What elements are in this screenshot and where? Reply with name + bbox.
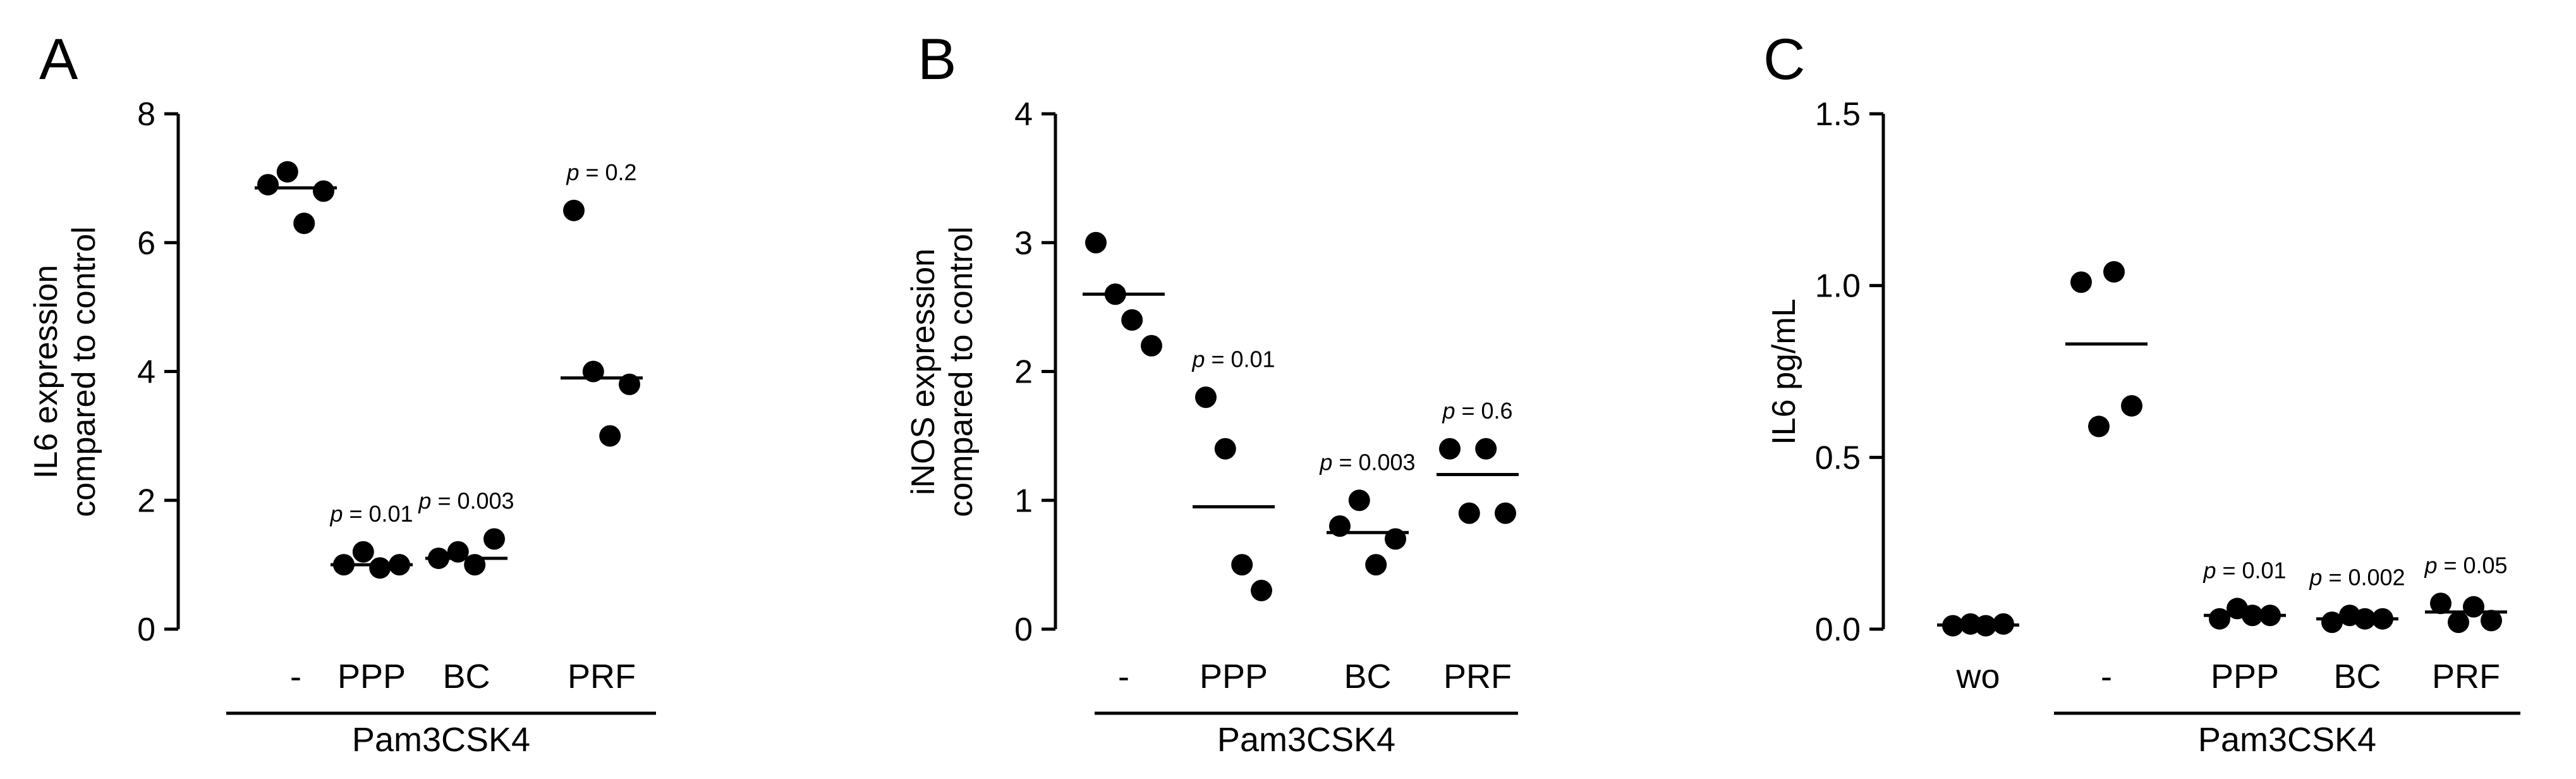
p-value-label: p = 0.003 [1319,449,1415,475]
category-label: - [290,658,301,696]
group-label: Pam3CSK4 [352,721,530,759]
category-label: wo [1955,658,2000,696]
y-tick-label: 4 [1014,96,1033,133]
data-point [369,557,391,579]
y-axis-label: compared to control [66,226,102,517]
data-point [1141,335,1162,357]
category-label: BC [442,658,490,696]
p-value-label: p = 0.002 [2309,564,2405,590]
y-tick-label: 3 [1014,225,1033,262]
p-value-label: p = 0.01 [329,501,413,527]
category-label: PPP [2211,658,2279,696]
y-tick-label: 1.0 [1815,268,1861,305]
y-tick-label: 0.0 [1815,611,1861,648]
category-label: PPP [1200,658,1268,696]
panel-a: A 0 2 4 6 8 IL6 expression compared to control -… [28,27,656,759]
p-value-label: p = 0.01 [1191,346,1275,372]
data-point [1121,309,1143,331]
data-point [1475,438,1497,460]
p-value-label: p = 0.01 [2202,557,2286,583]
data-point [1231,554,1253,575]
y-tick-label: 0 [1014,611,1033,648]
y-tick-label: 4 [137,354,155,391]
y-tick-label: 1.5 [1815,96,1861,133]
data-point [313,180,334,202]
category-label: BC [2333,658,2381,696]
category-label: PRF [1443,658,1512,696]
data-point [1215,438,1236,460]
data-point [293,212,315,234]
data-point [1365,554,1387,575]
data-point [2463,596,2484,618]
data-point [1459,503,1480,524]
data-point [1439,438,1461,460]
data-point [1495,503,1516,524]
y-tick-label: 8 [137,96,155,133]
data-point [2448,611,2469,633]
data-point [353,541,374,563]
panel-b: B 0 1 2 3 4 iNOS expression compared to control… [905,27,1519,759]
data-point [2088,415,2110,437]
p-value-label: p = 0.003 [418,488,514,513]
p-value-label: p = 0.2 [566,159,636,185]
category-label: BC [1344,658,1391,696]
category-label: PRF [568,658,636,696]
category-label: - [1118,658,1129,696]
y-tick-label: 0.5 [1815,439,1861,476]
data-point [2070,271,2092,293]
category-label: PRF [2432,658,2500,696]
data-point [1251,580,1272,601]
data-point [1349,489,1370,511]
data-point [277,161,298,183]
y-tick-label: 1 [1014,482,1033,519]
data-point [1085,232,1107,254]
data-point [599,425,621,446]
y-axis-label: iNOS expression [905,248,942,495]
panel-letter: A [39,27,78,92]
panel-letter: B [918,27,956,92]
group-label: Pam3CSK4 [1217,721,1395,759]
y-axis-label: IL6 expression [28,265,64,479]
data-point [563,200,585,221]
data-point [2121,395,2142,417]
data-point [257,174,279,195]
data-point [1195,386,1217,408]
p-value-label: p = 0.05 [2424,552,2507,578]
y-axis-label: IL6 pg/mL [1766,298,1802,445]
data-point [2103,261,2125,283]
category-label: PPP [337,658,406,696]
panel-c: C 0.0 0.5 1.0 1.5 IL6 pg/mL wo - PPP BC PRF Pam3CSK… [1763,27,2520,759]
category-label: - [2101,658,2112,696]
p-value-label: p = 0.6 [1442,398,1512,424]
panel-letter: C [1763,27,1805,92]
group-label: Pam3CSK4 [2198,721,2376,759]
y-tick-label: 2 [1014,354,1033,391]
y-tick-label: 6 [137,225,155,262]
data-point [483,528,505,549]
y-tick-label: 2 [137,482,155,519]
y-tick-label: 0 [137,611,155,648]
y-axis-label: compared to control [943,226,980,517]
